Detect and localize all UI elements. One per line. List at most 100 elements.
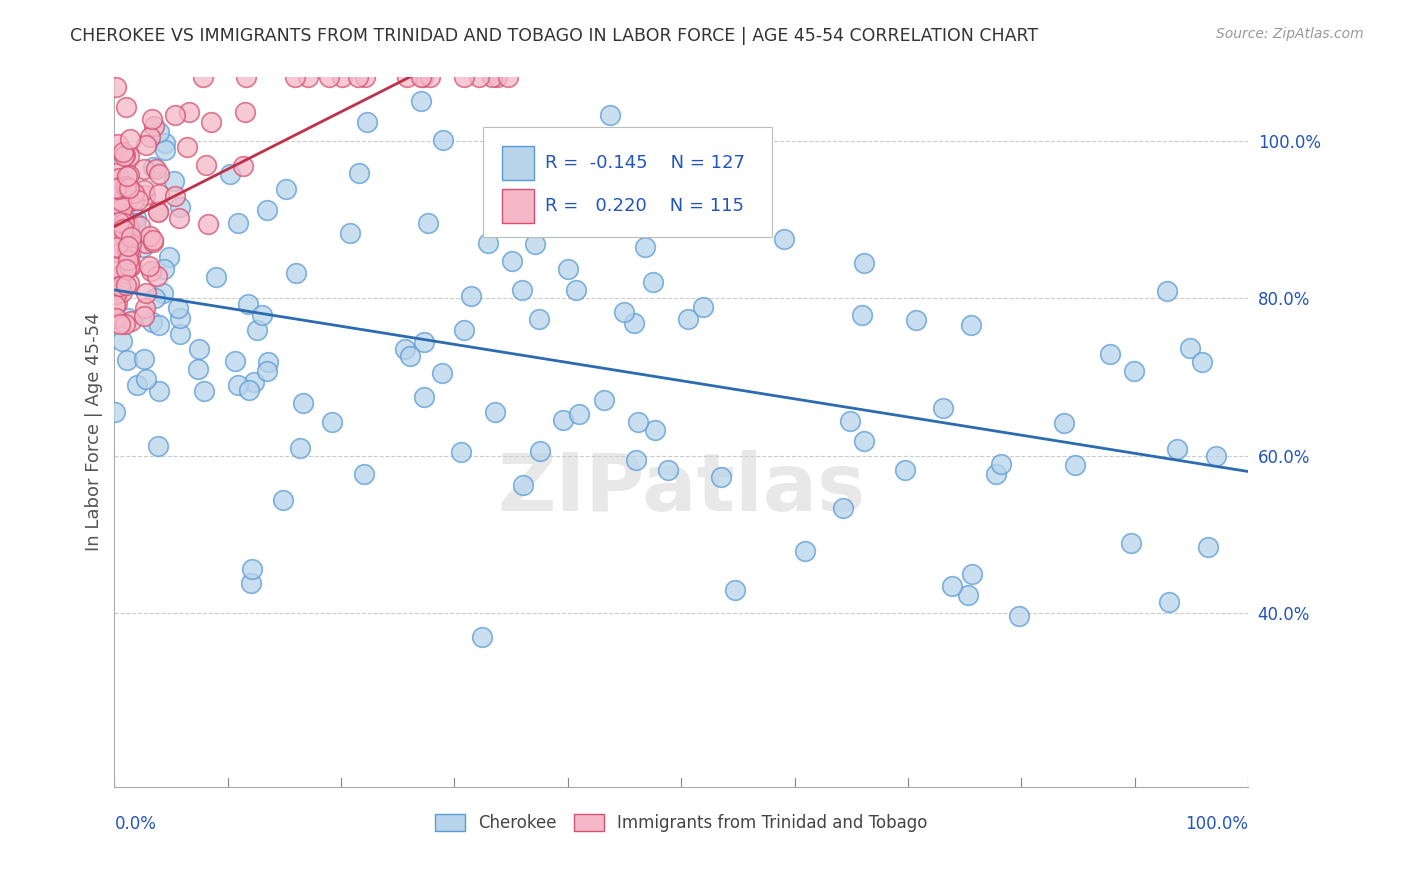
Point (108, 246, 131, 260)
Point (111, 334, 134, 348)
Point (191, 70, 214, 85)
Point (148, 125, 170, 139)
Point (124, 193, 146, 207)
Point (292, 396, 315, 410)
Point (412, 70, 434, 85)
Point (148, 318, 170, 332)
Point (176, 139, 198, 153)
Point (112, 211, 135, 226)
Text: 0.0%: 0.0% (114, 815, 156, 833)
Point (141, 264, 163, 278)
Point (115, 277, 138, 292)
Point (166, 301, 188, 315)
Point (112, 277, 135, 291)
Point (832, 500, 855, 515)
Point (481, 70, 503, 85)
Point (990, 457, 1012, 471)
Point (139, 229, 162, 244)
Point (529, 444, 551, 458)
Point (117, 247, 139, 261)
Point (118, 149, 141, 163)
Point (412, 390, 434, 404)
Point (484, 404, 506, 418)
Point (107, 215, 129, 229)
FancyBboxPatch shape (482, 127, 772, 237)
Point (354, 70, 377, 85)
Point (246, 323, 269, 337)
Point (159, 251, 181, 265)
Point (468, 70, 491, 85)
Point (132, 240, 155, 254)
Point (557, 261, 579, 276)
Point (105, 287, 128, 301)
Point (633, 240, 655, 254)
Point (239, 576, 262, 591)
Point (522, 193, 544, 207)
Point (118, 276, 141, 290)
Point (195, 158, 218, 172)
Point (624, 453, 647, 467)
Point (257, 355, 280, 369)
Point (256, 364, 278, 378)
Point (145, 162, 167, 177)
Point (112, 149, 135, 163)
Point (1157, 595, 1180, 609)
Point (1123, 364, 1146, 378)
Point (134, 162, 156, 177)
Point (399, 349, 422, 363)
Y-axis label: In Labor Force | Age 45-54: In Labor Force | Age 45-54 (86, 313, 103, 551)
Point (108, 184, 131, 198)
Point (132, 183, 155, 197)
Point (941, 578, 963, 592)
Point (353, 467, 375, 481)
Point (114, 224, 136, 238)
Point (117, 196, 139, 211)
Point (894, 463, 917, 477)
Text: ZIPatlas: ZIPatlas (498, 450, 865, 528)
Point (512, 478, 534, 492)
Point (851, 308, 873, 322)
Point (412, 334, 434, 349)
Point (152, 261, 174, 276)
Point (117, 220, 139, 235)
Point (105, 80, 128, 95)
Point (107, 194, 129, 209)
Point (143, 119, 166, 133)
Point (931, 401, 953, 416)
Point (120, 233, 142, 247)
Text: 100.0%: 100.0% (1185, 815, 1249, 833)
Point (107, 182, 129, 196)
Point (419, 70, 441, 85)
Point (242, 375, 264, 389)
Point (104, 260, 127, 274)
Point (852, 434, 875, 448)
FancyBboxPatch shape (502, 189, 534, 223)
Point (104, 181, 127, 195)
Point (187, 361, 209, 376)
Point (288, 441, 311, 455)
Point (142, 235, 165, 249)
Point (1156, 284, 1178, 298)
Point (148, 204, 170, 219)
Point (321, 415, 343, 429)
Point (204, 269, 226, 284)
Point (226, 216, 249, 230)
Point (110, 221, 132, 235)
Point (122, 186, 145, 201)
Point (794, 544, 817, 558)
Point (692, 300, 714, 314)
Point (232, 159, 254, 173)
Point (1178, 342, 1201, 356)
Point (134, 301, 156, 315)
Point (143, 291, 166, 305)
Point (125, 211, 148, 225)
Point (432, 133, 454, 147)
Point (297, 70, 319, 85)
Point (118, 132, 141, 146)
Point (108, 179, 131, 194)
Point (285, 266, 308, 280)
Point (118, 168, 141, 182)
Point (409, 70, 432, 85)
Point (111, 222, 134, 236)
Point (148, 187, 170, 202)
